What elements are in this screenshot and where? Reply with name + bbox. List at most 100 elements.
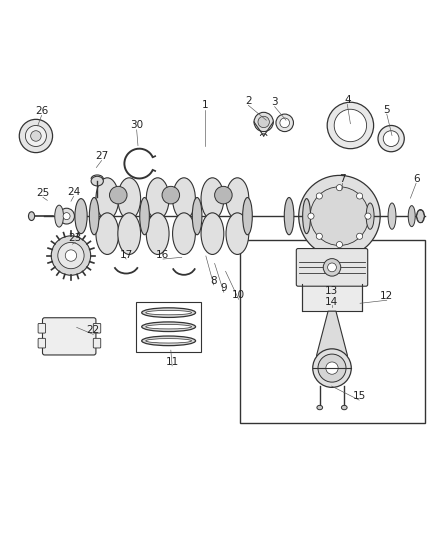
Text: 6: 6	[413, 174, 420, 184]
Ellipse shape	[55, 205, 64, 227]
Ellipse shape	[118, 178, 141, 220]
Text: 4: 4	[344, 95, 351, 105]
Circle shape	[19, 119, 53, 152]
Circle shape	[357, 193, 363, 199]
Circle shape	[276, 114, 293, 132]
Text: 15: 15	[353, 391, 366, 401]
Text: 25: 25	[36, 188, 49, 198]
Circle shape	[310, 187, 369, 246]
Text: 7: 7	[339, 174, 346, 184]
Text: 22: 22	[87, 325, 100, 335]
Ellipse shape	[146, 213, 169, 254]
Circle shape	[308, 213, 314, 219]
Ellipse shape	[141, 336, 195, 345]
Ellipse shape	[141, 308, 195, 318]
Ellipse shape	[146, 325, 191, 329]
Text: 8: 8	[210, 276, 217, 286]
Circle shape	[336, 184, 343, 191]
Text: 17: 17	[120, 249, 133, 260]
Circle shape	[162, 187, 180, 204]
Ellipse shape	[408, 206, 415, 227]
Circle shape	[215, 187, 232, 204]
Text: 27: 27	[95, 151, 108, 161]
Text: 10: 10	[232, 290, 245, 300]
Circle shape	[316, 233, 322, 239]
FancyBboxPatch shape	[296, 248, 368, 286]
Bar	[240, 240, 425, 423]
FancyBboxPatch shape	[93, 324, 101, 333]
Ellipse shape	[96, 213, 119, 254]
Ellipse shape	[118, 213, 141, 254]
Ellipse shape	[388, 203, 396, 229]
Circle shape	[334, 109, 367, 142]
Circle shape	[59, 208, 74, 224]
Ellipse shape	[28, 212, 35, 221]
Bar	[136, 302, 201, 352]
Ellipse shape	[192, 198, 202, 235]
Circle shape	[254, 112, 273, 132]
Circle shape	[51, 236, 91, 275]
Text: 24: 24	[67, 187, 80, 197]
Text: 14: 14	[325, 297, 338, 308]
Ellipse shape	[96, 178, 119, 220]
Ellipse shape	[75, 199, 87, 233]
Bar	[302, 285, 362, 311]
Circle shape	[65, 250, 77, 261]
Ellipse shape	[303, 199, 311, 233]
Circle shape	[336, 241, 343, 248]
FancyBboxPatch shape	[38, 324, 46, 333]
Circle shape	[383, 131, 399, 147]
Text: 3: 3	[271, 97, 278, 107]
Circle shape	[357, 233, 363, 239]
Circle shape	[63, 213, 70, 220]
FancyBboxPatch shape	[42, 318, 96, 355]
Circle shape	[378, 125, 404, 152]
Text: 13: 13	[325, 286, 338, 296]
FancyBboxPatch shape	[38, 338, 46, 348]
Ellipse shape	[140, 198, 149, 235]
Ellipse shape	[146, 178, 169, 220]
Circle shape	[316, 193, 322, 199]
Ellipse shape	[226, 178, 249, 220]
Text: 9: 9	[220, 283, 227, 293]
Circle shape	[326, 362, 338, 374]
Circle shape	[258, 116, 269, 128]
Circle shape	[31, 131, 41, 141]
Ellipse shape	[91, 176, 103, 186]
Ellipse shape	[317, 405, 322, 410]
Ellipse shape	[342, 405, 347, 410]
Text: 30: 30	[130, 120, 143, 131]
Ellipse shape	[141, 322, 195, 332]
Text: 16: 16	[156, 249, 170, 260]
Text: 12: 12	[380, 291, 393, 301]
Ellipse shape	[146, 310, 191, 315]
Circle shape	[280, 118, 290, 128]
Ellipse shape	[226, 213, 249, 254]
Circle shape	[58, 243, 84, 269]
Ellipse shape	[417, 209, 424, 223]
Circle shape	[327, 102, 374, 149]
Text: 1: 1	[201, 100, 208, 110]
Text: 26: 26	[35, 106, 48, 116]
Circle shape	[25, 125, 46, 147]
Text: 11: 11	[166, 357, 179, 367]
Ellipse shape	[201, 213, 224, 254]
Ellipse shape	[146, 338, 191, 343]
Circle shape	[110, 187, 127, 204]
Circle shape	[328, 263, 336, 272]
Circle shape	[299, 175, 380, 257]
Circle shape	[323, 259, 341, 276]
Ellipse shape	[89, 198, 99, 235]
Ellipse shape	[284, 198, 294, 235]
Ellipse shape	[366, 203, 374, 229]
Text: 5: 5	[383, 104, 390, 115]
Polygon shape	[317, 311, 347, 368]
Ellipse shape	[201, 178, 224, 220]
Text: 23: 23	[69, 233, 82, 243]
Circle shape	[318, 354, 346, 382]
Circle shape	[365, 213, 371, 219]
Circle shape	[313, 349, 351, 387]
Text: 2: 2	[245, 96, 252, 106]
Ellipse shape	[173, 178, 195, 220]
Ellipse shape	[173, 213, 195, 254]
